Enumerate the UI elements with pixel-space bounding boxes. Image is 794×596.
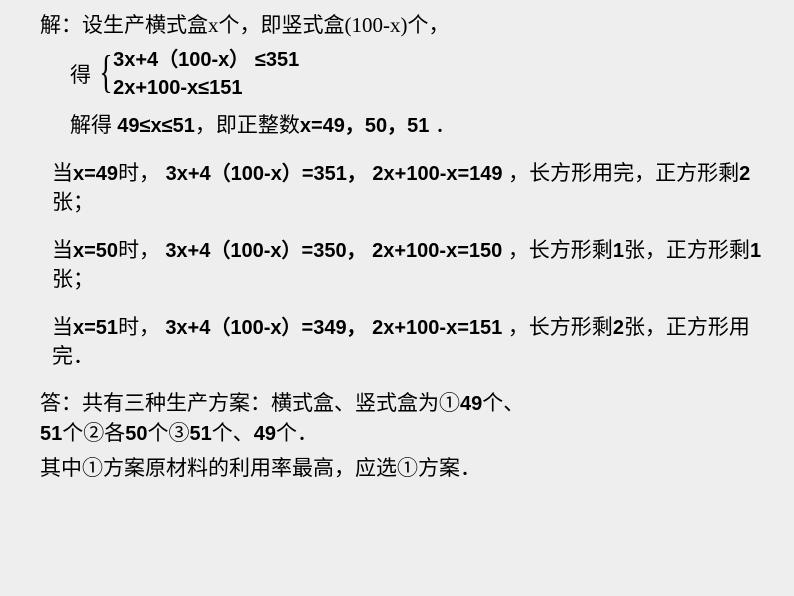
- solve-line: 解得 49≤x≤51，即正整数x=49，50，51 ．: [70, 110, 764, 142]
- c1a: 当: [52, 161, 73, 185]
- c1f: 2: [739, 163, 750, 185]
- c2e: ，长方形剩: [508, 238, 613, 262]
- c3f: 2: [613, 317, 624, 339]
- ans2e: 51: [190, 423, 212, 445]
- c2d: 3x+4（100-x）=350， 2x+100-x=150: [165, 240, 508, 262]
- c1c: 时，: [118, 161, 160, 185]
- final-line: 其中①方案原材料的利用率最高，应选①方案．: [40, 452, 764, 482]
- c3c: 时，: [118, 315, 165, 339]
- ans2h: 个．: [276, 421, 318, 445]
- inequality-2: 2x+100-x≤151: [113, 74, 299, 102]
- c2i: 张；: [52, 267, 94, 291]
- c3d: 3x+4（100-x）=349， 2x+100-x=151: [165, 317, 508, 339]
- case-50: 当x=50时， 3x+4（100-x）=350， 2x+100-x=150 ，长…: [52, 236, 764, 295]
- ans1: 答：共有三种生产方案：横式盒、竖式盒为①: [40, 391, 460, 415]
- inequality-system: 3x+4（100-x） ≤351 2x+100-x≤151: [113, 46, 299, 102]
- case-51: 当x=51时， 3x+4（100-x）=349， 2x+100-x=151 ，长…: [52, 313, 764, 372]
- document-body: 解：设生产横式盒x个，即竖式盒(100-x)个， 得 { 3x+4（100-x）…: [0, 0, 794, 492]
- c2a: 当: [52, 238, 73, 262]
- solve-prefix: 解得: [70, 113, 117, 137]
- answer-block: 答：共有三种生产方案：横式盒、竖式盒为①49个、 51个②各50个③51个、49…: [40, 389, 764, 448]
- ans2d: 个③: [148, 421, 190, 445]
- c3b: x=51: [73, 317, 118, 339]
- solve-values: x=49，50，51: [300, 115, 435, 137]
- ans2b: 个②各: [62, 421, 125, 445]
- c1g: 张；: [52, 190, 94, 214]
- inequality-1: 3x+4（100-x） ≤351: [113, 46, 299, 74]
- ans2f: 个、: [212, 421, 254, 445]
- c1e: ，长方形用完，正方形剩: [508, 161, 739, 185]
- ans1b: 49: [460, 393, 482, 415]
- c3a: 当: [52, 315, 73, 339]
- c1b: x=49: [73, 163, 118, 185]
- c1d: 3x+4（100-x）=351， 2x+100-x=149: [160, 163, 508, 185]
- solve-range: 49≤x≤51: [117, 115, 195, 137]
- ans2a: 51: [40, 423, 62, 445]
- c2b: x=50: [73, 240, 118, 262]
- c2h: 1: [750, 240, 761, 262]
- case-49: 当x=49时， 3x+4（100-x）=351， 2x+100-x=149 ，长…: [52, 159, 764, 218]
- c2f: 1: [613, 240, 624, 262]
- solve-cn: 正整数: [237, 113, 300, 137]
- ans2g: 49: [254, 423, 276, 445]
- curly-brace-icon: {: [99, 60, 112, 83]
- brace-label: 得: [70, 59, 91, 89]
- c3e: ，长方形剩: [508, 315, 613, 339]
- solve-mid: ，即: [195, 113, 237, 137]
- solve-end: ．: [435, 113, 456, 137]
- system-row: 得 { 3x+4（100-x） ≤351 2x+100-x≤151: [70, 46, 764, 102]
- setup-line: 解：设生产横式盒x个，即竖式盒(100-x)个，: [40, 10, 764, 42]
- c2c: 时，: [118, 238, 165, 262]
- c2g: 张，正方形剩: [624, 238, 750, 262]
- ans2c: 50: [125, 423, 147, 445]
- ans1c: 个、: [482, 391, 524, 415]
